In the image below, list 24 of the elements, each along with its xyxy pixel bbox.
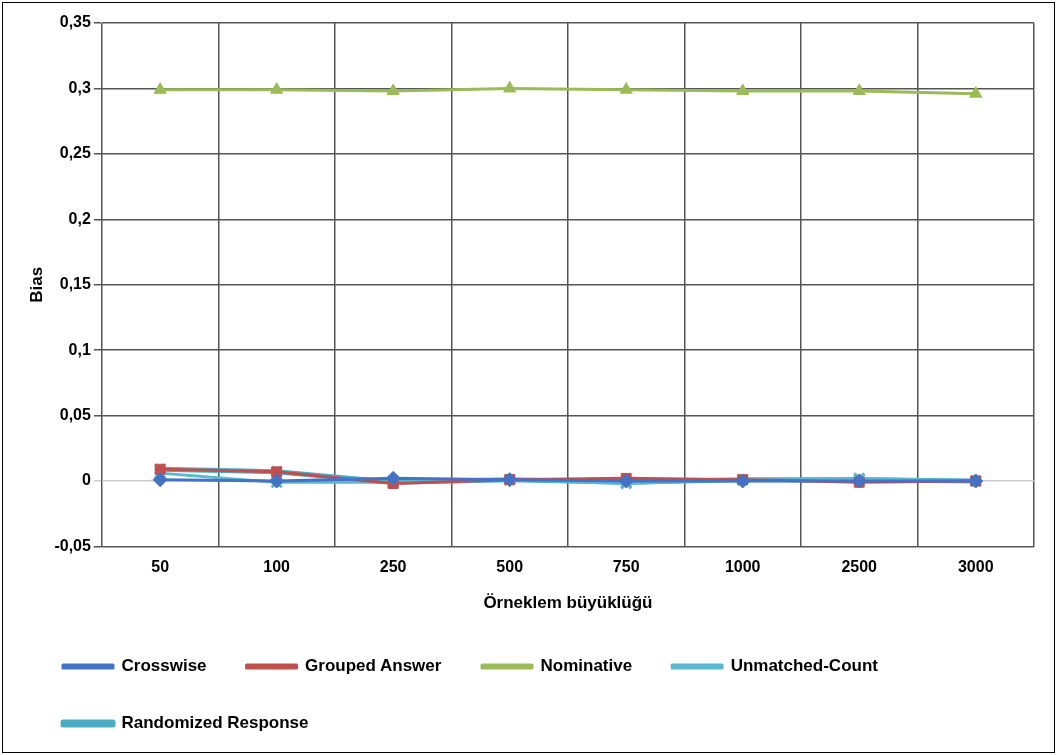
y-tick-label: 0,1 xyxy=(68,340,91,358)
y-tick-label: -0,05 xyxy=(54,536,91,554)
x-tick-label: 2500 xyxy=(841,558,878,576)
legend-label: Grouped Answer xyxy=(305,656,442,676)
y-axis-title: Bias xyxy=(26,266,46,303)
y-tick-label: 0 xyxy=(81,471,91,489)
x-tick-label: 50 xyxy=(151,558,170,576)
legend-label: Crosswise xyxy=(121,656,207,676)
x-tick-label: 100 xyxy=(263,558,291,576)
x-axis-title: Örneklem büyüklüğü xyxy=(483,593,653,613)
x-tick-label: 3000 xyxy=(957,558,994,576)
y-tick-label: 0,35 xyxy=(59,13,91,31)
x-tick-label: 1000 xyxy=(724,558,761,576)
legend-label: Unmatched-Count xyxy=(730,656,879,676)
x-tick-label: 500 xyxy=(496,558,524,576)
x-tick-label: 250 xyxy=(379,558,407,576)
y-tick-label: 0,3 xyxy=(68,78,91,96)
legend-label: Randomized Response xyxy=(121,713,309,733)
y-tick-label: 0,15 xyxy=(59,275,91,293)
y-tick-label: 0,2 xyxy=(68,209,91,227)
legend-label: Nominative xyxy=(540,656,633,676)
x-tick-label: 750 xyxy=(612,558,640,576)
y-tick-label: 0,05 xyxy=(59,405,91,423)
y-tick-label: 0,25 xyxy=(59,144,91,162)
